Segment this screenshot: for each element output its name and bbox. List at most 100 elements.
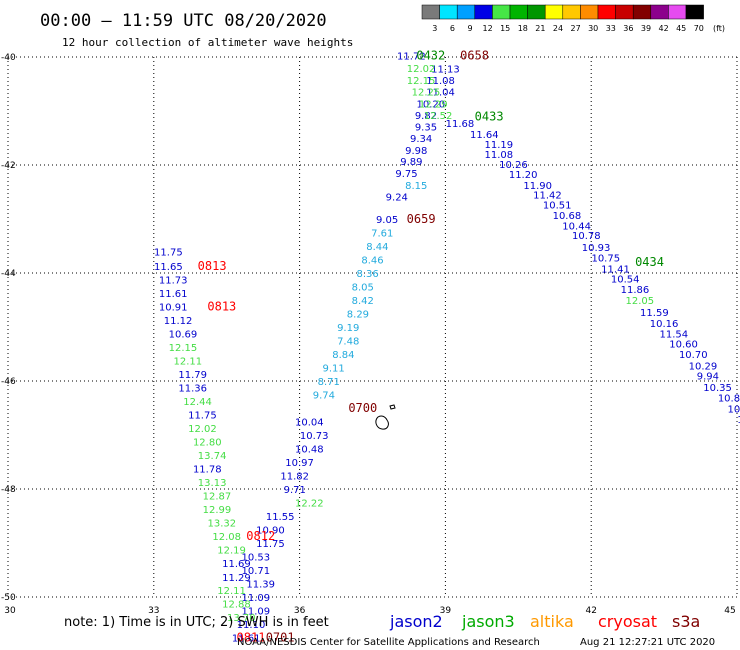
wave-height-value-jason3: 12.29: [419, 99, 448, 110]
wave-height-value-jason3: 12.80: [193, 437, 222, 448]
wave-height-value-jason2: 9.05: [376, 215, 398, 226]
colorbar-swatch: [580, 4, 599, 20]
wave-height-value-s3a: 9.74: [313, 391, 335, 402]
wave-height-value-jason2: 10.75: [591, 253, 620, 264]
wave-height-value-s3a: 8.71: [318, 377, 340, 388]
wave-height-value-jason2: 10.91: [159, 302, 188, 313]
colorbar-swatch: [474, 4, 493, 20]
wave-height-value-jason2: 10.51: [543, 200, 572, 211]
wave-height-value-jason3: 12.08: [212, 532, 241, 543]
y-tick-label: -44: [1, 269, 16, 279]
wave-height-value-jason2: 10.67: [728, 405, 740, 416]
colorbar-swatch: [597, 4, 616, 20]
wave-height-value-jason2: 11.61: [159, 289, 188, 300]
wave-height-value-jason2: 11.42: [533, 191, 562, 202]
wave-height-value-jason2: 11.36: [178, 383, 207, 394]
wave-height-value-jason2: 11.64: [470, 130, 499, 141]
wave-height-value-jason2: 10.26: [499, 160, 528, 171]
wave-height-value-jason3: 12.44: [183, 397, 212, 408]
y-tick-label: -42: [1, 161, 16, 171]
wave-height-value-jason3: 12.02: [407, 64, 436, 75]
pass-time-label: 0812: [246, 529, 275, 543]
wave-height-value-s3a: 8.42: [352, 296, 374, 307]
wave-height-value-jason2: 10.84: [718, 394, 740, 405]
legend-altika: altika: [530, 612, 574, 631]
wave-height-value-jason2: 9.34: [410, 134, 432, 145]
wave-height-value-jason2: 9.71: [284, 485, 306, 496]
data-marks: 11.7211.1311.0811.0410.209.8211.689.3511…: [154, 51, 740, 644]
wave-height-value-jason2: 10.12: [737, 415, 740, 426]
wave-height-value-jason2: 9.98: [405, 146, 427, 157]
wave-height-value-jason2: 10.97: [285, 458, 314, 469]
axis-ticks: 30 33 36 39 42 45 -40 -42 -44 -46 -48 -50: [1, 53, 736, 616]
wave-height-value-jason2: 11.10: [237, 620, 266, 631]
grid: [7, 56, 738, 598]
footer-note: note: 1) Time is in UTC; 2) SWH is in fe…: [64, 615, 329, 630]
wave-height-value-jason3: 12.05: [625, 296, 654, 307]
wave-height-value-jason3: 12.15: [169, 343, 198, 354]
colorbar-swatch: [685, 4, 704, 20]
y-tick-label: -48: [1, 485, 16, 495]
footer-credit: NOAA/NESDIS Center for Satellite Applica…: [237, 637, 540, 648]
wave-height-value-s3a: 7.48: [337, 337, 359, 348]
wave-height-value-s3a: 8.36: [357, 269, 379, 280]
colorbar-unit: (ft): [713, 24, 725, 33]
wave-height-value-jason2: 10.90: [256, 526, 285, 537]
wave-height-value-s3a: 8.05: [352, 283, 374, 294]
colorbar-swatch: [668, 4, 687, 20]
wave-height-value-jason2: 10.48: [295, 445, 324, 456]
wave-height-value-jason2: 11.73: [159, 275, 188, 286]
wave-height-value-jason2: 10.04: [295, 418, 324, 429]
wave-height-value-jason3: 13.70: [227, 613, 256, 624]
wave-height-value-jason2: 9.94: [697, 372, 719, 383]
wave-height-value-jason2: 9.24: [386, 192, 408, 203]
wave-height-value-jason2: 11.54: [659, 329, 688, 340]
wave-height-value-jason2: 10.35: [703, 383, 732, 394]
wave-height-value-jason2: 9.75: [395, 169, 417, 180]
colorbar-swatch: [562, 4, 581, 20]
pass-time-label: 0434: [635, 255, 664, 269]
wave-height-value-jason2: 11.69: [222, 559, 251, 570]
wave-height-value-s3a: 8.29: [347, 310, 369, 321]
wave-height-value-jason2: 10.73: [300, 431, 329, 442]
wave-height-value-jason3: 12.99: [203, 505, 232, 516]
wave-height-value-jason2: 11.13: [431, 64, 460, 75]
y-tick-label: -50: [1, 593, 16, 603]
wave-height-value-jason3: 12.22: [295, 499, 324, 510]
wave-height-value-jason3: 12.15: [407, 76, 436, 87]
wave-height-value-jason2: 11.09: [242, 607, 271, 618]
legend-jason2: jason2: [389, 612, 443, 631]
colorbar-label: 3: [432, 24, 437, 33]
colorbar-swatch: [632, 4, 652, 20]
colorbar-label: 30: [588, 24, 598, 33]
colorbar-label: 6: [450, 24, 455, 33]
wave-height-value-jason2: 11.75: [154, 247, 183, 258]
wave-height-value-jason3: 12.88: [222, 599, 251, 610]
pass-time-label: 0432: [416, 48, 445, 62]
wave-height-value-jason2: 10.71: [242, 566, 271, 577]
wave-height-value-jason2: 10.69: [169, 329, 198, 340]
wave-height-value-s3a: 8.84: [332, 350, 354, 361]
wave-height-value-jason3: 12.11: [217, 586, 246, 597]
wave-height-value-jason2: 10.44: [562, 221, 591, 232]
wave-height-value-jason2: 11.29: [222, 573, 251, 584]
pass-time-label: 0700: [348, 401, 377, 415]
colorbar-label: 36: [623, 24, 633, 33]
wave-height-value-jason2: 11.08: [485, 150, 514, 161]
colorbar-swatch: [421, 4, 440, 20]
wave-height-value-jason3: 12.11: [173, 356, 202, 367]
wave-height-value-jason2: 11.12: [164, 316, 193, 327]
colorbar-swatch: [509, 4, 528, 20]
satellite-legend: jason2 jason3 altika cryosat s3a: [389, 612, 700, 631]
wave-height-value-jason2: 11.20: [509, 170, 538, 181]
wave-height-value-jason2: 10.53: [242, 553, 271, 564]
wave-height-value-jason2: 11.68: [446, 119, 475, 130]
islet-outline: [389, 404, 396, 410]
wave-height-value-jason3: 13.32: [208, 518, 237, 529]
colorbar-label: 18: [518, 24, 528, 33]
wave-height-value-jason2: 11.59: [640, 308, 669, 319]
colorbar-label: 27: [571, 24, 581, 33]
colorbar-swatch: [650, 4, 669, 20]
legend-cryosat: cryosat: [598, 612, 657, 631]
legend-jason3: jason3: [461, 612, 515, 631]
